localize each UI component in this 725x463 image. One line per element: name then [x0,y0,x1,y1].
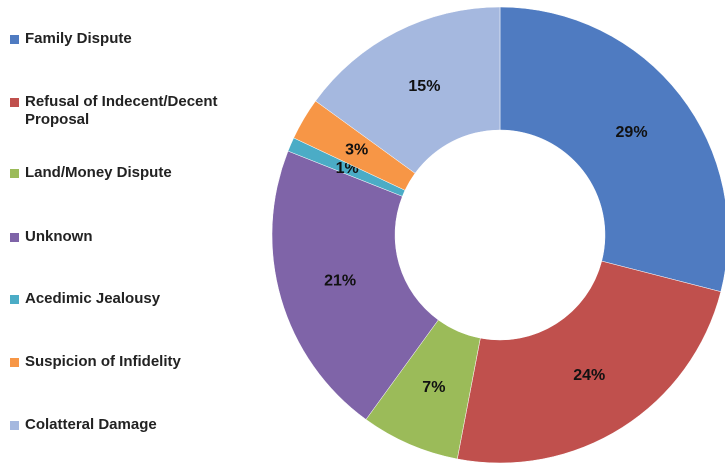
legend-label: Refusal of Indecent/Decent Proposal [25,93,218,128]
legend-swatch [10,98,19,107]
legend-swatch [10,295,19,304]
donut-slice [456,260,722,463]
data-label: 24% [573,367,605,384]
legend-entry: Family Dispute [10,30,265,48]
legend-swatch [10,169,19,178]
legend-swatch [10,358,19,367]
legend-swatch [10,35,19,44]
donut-slice [499,6,725,293]
donut-slice [271,150,439,420]
legend-label: Land/Money Dispute [25,164,172,181]
legend-entry: Colatteral Damage [10,416,265,434]
legend-label: Family Dispute [25,30,132,47]
legend-entry: Acedimic Jealousy [10,290,265,308]
data-label: 21% [324,273,356,290]
legend-label: Acedimic Jealousy [25,290,161,307]
legend-label: Suspicion of Infidelity [25,353,181,370]
legend-swatch [10,421,19,430]
data-label: 29% [616,124,648,141]
donut-slice [315,6,501,174]
data-label: 7% [422,379,445,396]
legend-swatch [10,233,19,242]
data-label: 15% [408,78,440,95]
legend-entry: Unknown [10,228,265,246]
data-label: 3% [345,141,368,158]
legend-label: Unknown [25,228,93,245]
legend-entry: Land/Money Dispute [10,164,265,182]
legend: Family Dispute Refusal of Indecent/Decent… [0,0,270,463]
legend-entry: Suspicion of Infidelity [10,353,265,371]
legend-entry: Refusal of Indecent/Decent Proposal [10,93,265,129]
legend-label: Colatteral Damage [25,416,157,433]
